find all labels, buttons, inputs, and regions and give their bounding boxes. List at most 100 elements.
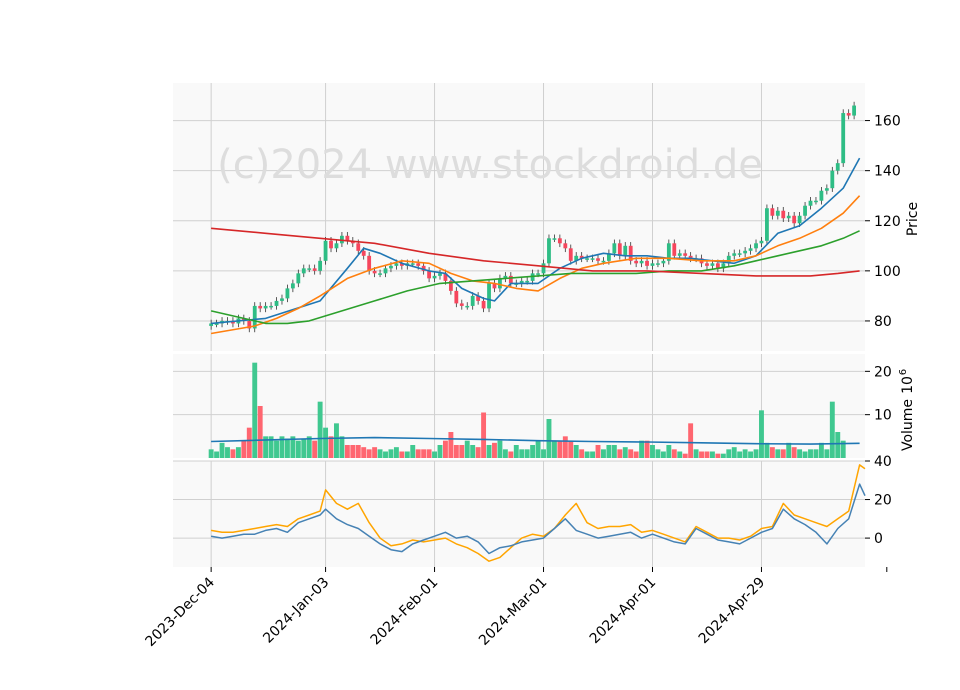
candle-body: [617, 243, 622, 256]
volume-bar: [617, 449, 623, 458]
volume-bar: [252, 362, 258, 458]
volume-bar: [508, 451, 514, 458]
candle-body: [688, 255, 693, 259]
volume-axis-label: Volume: [900, 399, 916, 451]
candle-body: [470, 295, 475, 306]
volume-bar: [334, 423, 339, 458]
volume-bar: [295, 440, 301, 458]
volume-bar: [328, 436, 334, 458]
candle-body: [378, 273, 382, 275]
candle-body: [841, 113, 846, 164]
price-y-tick-label: 160: [874, 114, 901, 130]
candle-body: [214, 323, 219, 325]
volume-bar: [475, 447, 481, 458]
volume-bar: [519, 449, 525, 458]
volume-bar: [737, 451, 743, 458]
volume-bar: [284, 438, 290, 458]
candle-body: [568, 248, 573, 261]
candle-body: [770, 208, 775, 216]
candle-body: [846, 113, 851, 116]
volume-bar: [769, 447, 775, 458]
candle-body: [705, 263, 709, 266]
volume-bar: [377, 449, 383, 458]
volume-bar: [481, 412, 487, 458]
candle-body: [503, 275, 508, 279]
candle-body: [759, 240, 764, 244]
oscillator-fast-line: [210, 483, 866, 555]
candle-body: [737, 253, 742, 255]
volume-bar: [764, 442, 770, 458]
volume-bar: [274, 440, 279, 458]
volume-bar: [726, 449, 732, 458]
volume-bar: [241, 440, 247, 458]
volume-bar: [421, 449, 427, 458]
volume-bar: [442, 440, 448, 458]
candle-body: [797, 215, 802, 224]
volume-bar: [829, 401, 835, 458]
volume-bar: [230, 449, 236, 458]
candle-body: [432, 275, 437, 279]
volume-bar: [742, 449, 748, 458]
volume-bar: [492, 442, 497, 458]
volume-bar: [562, 436, 568, 458]
candle-body: [258, 305, 263, 309]
volume-bar: [650, 445, 655, 458]
volume-bar: [682, 453, 688, 458]
candle-body: [438, 273, 442, 276]
volume-bar: [317, 401, 323, 458]
volume-bar: [797, 449, 803, 458]
oscillator-y-tick-label: 40: [874, 454, 892, 470]
volume-bar: [393, 447, 399, 458]
volume-bar: [808, 449, 813, 458]
volume-bar: [622, 447, 628, 458]
volume-bar: [524, 449, 530, 458]
candle-body: [209, 323, 214, 326]
candle-body: [541, 263, 546, 274]
volume-bar: [268, 436, 274, 458]
volume-bar: [404, 451, 410, 458]
candle-body: [492, 283, 497, 289]
candle-body: [775, 210, 780, 216]
candle-body: [824, 188, 829, 191]
candle-body: [830, 170, 835, 189]
price-axis-label: Price: [905, 202, 921, 236]
volume-bar: [263, 436, 269, 458]
candle-body: [792, 215, 797, 224]
volume-bar: [541, 449, 546, 458]
volume-bar: [573, 445, 579, 458]
volume-bar: [813, 449, 819, 458]
candle-body: [650, 263, 655, 266]
candle-body: [383, 268, 388, 274]
volume-bar: [677, 451, 683, 458]
candle-body: [367, 255, 372, 271]
volume-bar: [546, 419, 552, 458]
volume-ma-line: [211, 436, 860, 445]
volume-axis-exponent-base: 10: [900, 376, 916, 394]
volume-bar: [290, 436, 296, 458]
candle-body: [508, 275, 513, 284]
candle-body: [808, 200, 813, 206]
candle-body: [345, 235, 350, 241]
volume-bar: [639, 440, 645, 458]
oscillator-panel-background: [173, 461, 865, 567]
candle-body: [274, 300, 279, 306]
ma-longest-line: [211, 227, 860, 277]
volume-bar: [802, 451, 808, 458]
candle-body: [361, 250, 366, 256]
volume-bar: [312, 440, 318, 458]
volume-bar: [775, 449, 781, 458]
volume-bar: [235, 447, 241, 458]
candle-body: [623, 245, 628, 256]
volume-bar: [301, 438, 307, 458]
volume-bar: [344, 445, 350, 458]
volume-bar: [459, 445, 465, 458]
candle-body: [781, 210, 786, 219]
volume-bar: [323, 427, 329, 458]
candle-body: [732, 253, 737, 256]
volume-bar: [246, 427, 252, 458]
volume-bar: [840, 440, 846, 458]
volume-bar: [753, 449, 759, 458]
candle-body: [552, 238, 557, 240]
candle-body: [448, 280, 453, 291]
candle-body: [786, 215, 791, 219]
